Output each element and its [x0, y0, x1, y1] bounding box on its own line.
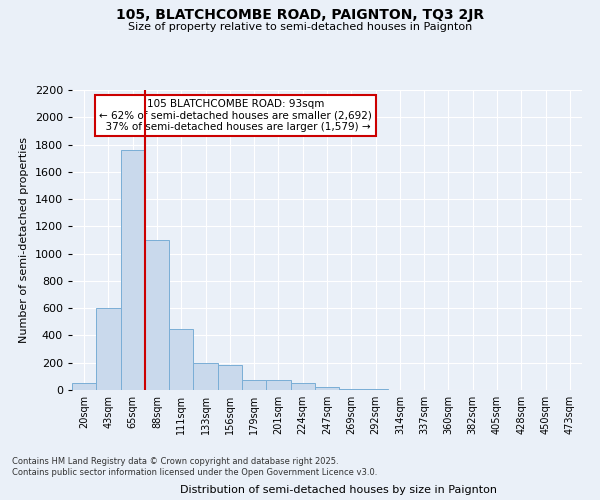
- Text: Size of property relative to semi-detached houses in Paignton: Size of property relative to semi-detach…: [128, 22, 472, 32]
- Text: 105 BLATCHCOMBE ROAD: 93sqm
← 62% of semi-detached houses are smaller (2,692)
  : 105 BLATCHCOMBE ROAD: 93sqm ← 62% of sem…: [99, 99, 371, 132]
- Bar: [339, 388, 364, 390]
- Bar: [121, 150, 145, 390]
- Bar: [169, 328, 193, 390]
- Text: Contains HM Land Registry data © Crown copyright and database right 2025.
Contai: Contains HM Land Registry data © Crown c…: [12, 458, 377, 477]
- Text: 105, BLATCHCOMBE ROAD, PAIGNTON, TQ3 2JR: 105, BLATCHCOMBE ROAD, PAIGNTON, TQ3 2JR: [116, 8, 484, 22]
- Bar: [242, 380, 266, 390]
- Y-axis label: Number of semi-detached properties: Number of semi-detached properties: [19, 137, 29, 343]
- Bar: [145, 240, 169, 390]
- Bar: [96, 308, 121, 390]
- Bar: [193, 364, 218, 390]
- Bar: [266, 380, 290, 390]
- Bar: [72, 382, 96, 390]
- Bar: [290, 383, 315, 390]
- Text: Distribution of semi-detached houses by size in Paignton: Distribution of semi-detached houses by …: [181, 485, 497, 495]
- Bar: [315, 388, 339, 390]
- Bar: [218, 365, 242, 390]
